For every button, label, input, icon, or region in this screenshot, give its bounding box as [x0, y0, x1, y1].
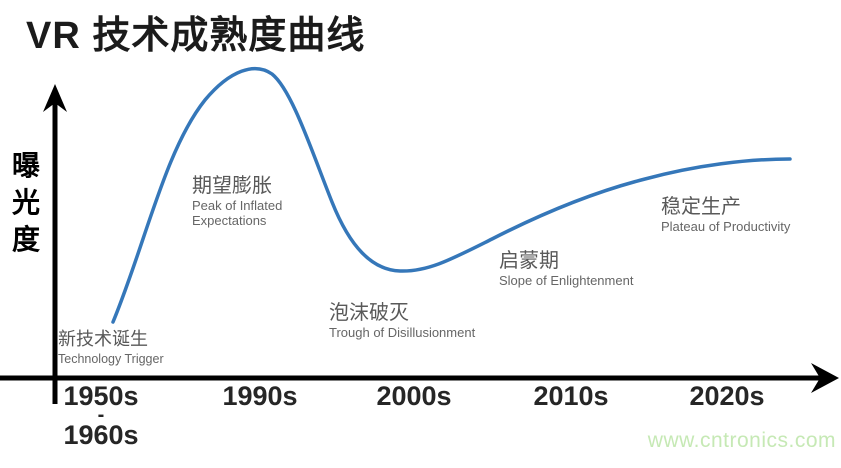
- x-tick-line: 2020s: [689, 381, 765, 411]
- stage-zh-label: 期望膨胀: [192, 175, 272, 197]
- stage-zh-label: 新技术诞生: [58, 329, 148, 349]
- stage-en-label: Plateau of Productivity: [661, 219, 791, 234]
- x-tick-2020s: 2020s: [689, 382, 764, 410]
- x-tick-line: 2000s: [376, 381, 452, 411]
- stage-en-label: Slope of Enlightenment: [499, 273, 634, 288]
- x-tick-line: 1950s: [63, 381, 139, 411]
- stage-label-trough-of-disillusionment: 泡沫破灭 Trough of Disillusionment: [329, 302, 475, 341]
- x-tick-separator: -: [97, 404, 105, 427]
- stage-zh-label: 稳定生产: [661, 196, 741, 218]
- y-axis-title-char: 曝: [12, 150, 41, 181]
- x-tick-1990s: 1990s: [222, 382, 297, 410]
- stage-label-plateau-of-productivity: 稳定生产 Plateau of Productivity: [661, 196, 790, 235]
- hype-curve-line: [111, 66, 792, 324]
- stage-en-label: Peak of Inflated Expectations: [192, 198, 283, 228]
- y-axis-arrow-icon: [43, 84, 67, 112]
- stage-label-technology-trigger: 新技术诞生 Technology Trigger: [58, 329, 164, 366]
- stage-label-slope-of-enlightenment: 启蒙期 Slope of Enlightenment: [499, 250, 633, 289]
- stage-en-label: Technology Trigger: [58, 351, 164, 366]
- x-tick-line: 2010s: [533, 381, 609, 411]
- y-axis-title-char: 度: [12, 224, 41, 255]
- x-tick-line: 1960s: [63, 420, 139, 451]
- x-tick-1950s-1960s: 1950s - 1960s: [63, 382, 138, 450]
- x-tick-line: 1990s: [222, 381, 298, 411]
- x-tick-2010s: 2010s: [533, 382, 608, 410]
- x-tick-2000s: 2000s: [376, 382, 451, 410]
- stage-zh-label: 启蒙期: [499, 250, 559, 272]
- stage-zh-label: 泡沫破灭: [329, 302, 409, 324]
- stage-label-peak-of-inflated-expectations: 期望膨胀 Peak of Inflated Expectations: [192, 175, 314, 229]
- watermark-text: www.cntronics.com: [647, 429, 836, 452]
- chart-title: VR 技术成熟度曲线: [26, 15, 366, 57]
- y-axis-title: 曝 光 度: [12, 152, 40, 254]
- y-axis-title-char: 光: [12, 187, 41, 218]
- x-axis-arrow-icon: [811, 363, 839, 393]
- stage-en-label: Trough of Disillusionment: [329, 325, 476, 340]
